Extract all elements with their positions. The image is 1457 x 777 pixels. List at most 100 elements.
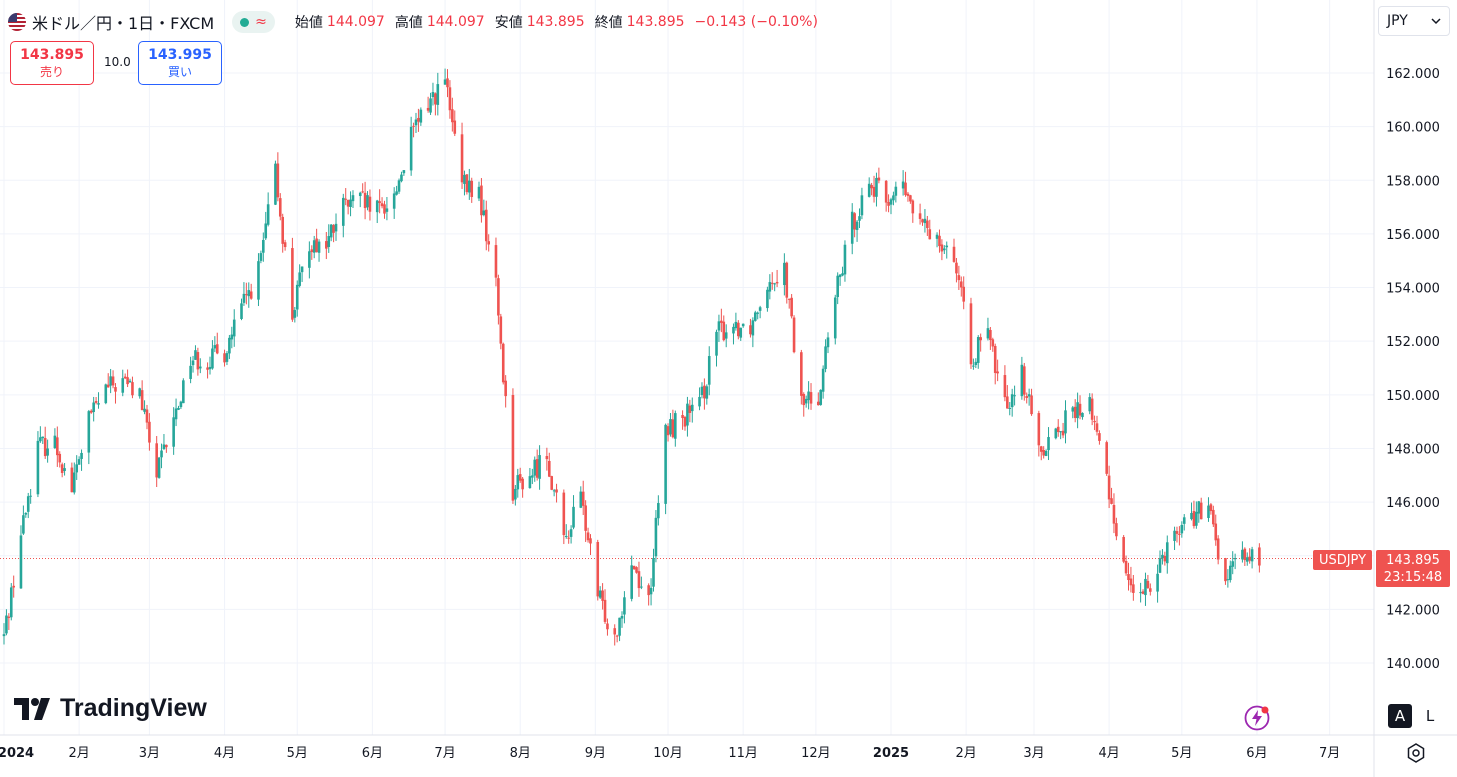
settings-icon[interactable] bbox=[1404, 741, 1428, 765]
candle-body bbox=[89, 410, 93, 413]
candle-body bbox=[833, 297, 837, 339]
candle-body bbox=[315, 238, 318, 253]
candle-body bbox=[1199, 502, 1203, 520]
candle-body bbox=[860, 195, 864, 216]
candle-body bbox=[392, 193, 396, 209]
candle-body bbox=[1129, 578, 1133, 586]
candle-body bbox=[569, 529, 573, 537]
candle-body bbox=[555, 489, 558, 493]
candle-body bbox=[70, 467, 74, 493]
close-label: 終値 bbox=[594, 15, 623, 31]
candle-body bbox=[921, 219, 924, 223]
candle-body bbox=[664, 424, 667, 504]
candle-body bbox=[92, 402, 95, 413]
candle-body bbox=[431, 92, 435, 97]
candle-body bbox=[1122, 536, 1125, 562]
candle-body bbox=[26, 496, 30, 512]
candle-body bbox=[1216, 538, 1220, 560]
candle-body bbox=[9, 587, 13, 618]
candle-body bbox=[344, 198, 348, 200]
candle-body bbox=[567, 537, 570, 539]
candle-body bbox=[160, 450, 163, 458]
tradingview-logo[interactable]: TradingView bbox=[14, 694, 207, 723]
candle-body bbox=[5, 615, 8, 634]
candle-body bbox=[606, 623, 609, 630]
candle-body bbox=[790, 297, 793, 317]
candle-body bbox=[826, 337, 830, 348]
candle-body bbox=[465, 174, 469, 193]
candle-body bbox=[637, 571, 641, 589]
candle-body bbox=[1020, 364, 1024, 397]
candle-body bbox=[698, 396, 701, 407]
candle-body bbox=[986, 328, 990, 339]
change-value: −0.143 (−0.10%) bbox=[694, 14, 818, 30]
y-tick-label: 156.000 bbox=[1386, 228, 1440, 243]
candle-body bbox=[535, 459, 539, 478]
candle-body bbox=[632, 565, 636, 570]
candle-body bbox=[649, 587, 653, 595]
symbol-title[interactable]: 米ドル／円・1日・FXCM bbox=[32, 14, 215, 33]
candle-body bbox=[106, 384, 110, 388]
candle-body bbox=[572, 506, 575, 528]
candle-body bbox=[36, 440, 40, 495]
auto-scale-button[interactable]: A bbox=[1388, 704, 1412, 728]
candle-body bbox=[131, 382, 134, 396]
ohlc-legend: 始値 144.097 高値 144.097 安値 143.895 終値 143.… bbox=[295, 12, 824, 32]
chevron-down-icon bbox=[1431, 18, 1441, 25]
candle-body bbox=[1212, 509, 1215, 525]
wave-icon: ≈ bbox=[255, 14, 267, 30]
candle-body bbox=[375, 200, 379, 213]
candle-body bbox=[1250, 549, 1254, 562]
sell-button[interactable]: 143.895 売り bbox=[10, 41, 94, 85]
x-tick-label: 11月 bbox=[728, 746, 758, 761]
logo-text: TradingView bbox=[60, 694, 207, 722]
sell-price: 143.895 bbox=[20, 46, 84, 63]
candle-body bbox=[993, 345, 997, 373]
x-tick-label: 12月 bbox=[801, 746, 831, 761]
log-scale-button[interactable]: L bbox=[1425, 707, 1435, 725]
candle-body bbox=[904, 182, 907, 196]
candle-body bbox=[72, 472, 76, 493]
candle-body bbox=[700, 386, 704, 396]
candle-body bbox=[957, 275, 961, 281]
candle-body bbox=[1161, 554, 1164, 559]
candle-body bbox=[451, 109, 454, 123]
currency-select[interactable]: JPY bbox=[1378, 6, 1450, 36]
candle-body bbox=[138, 388, 142, 397]
candle-body bbox=[1158, 558, 1162, 573]
candle-body bbox=[487, 241, 490, 245]
candle-body bbox=[1064, 410, 1067, 434]
candle-body bbox=[400, 174, 403, 182]
candle-body bbox=[332, 225, 335, 233]
chart-header: 米ドル／円・1日・FXCM ≈ 始値 144.097 高値 144.097 安値… bbox=[8, 9, 824, 35]
candle-body bbox=[722, 321, 726, 341]
market-status-pill[interactable]: ≈ bbox=[232, 11, 275, 33]
candle-body bbox=[654, 517, 658, 557]
buy-button[interactable]: 143.995 買い bbox=[138, 41, 222, 85]
lightning-icon[interactable] bbox=[1244, 705, 1270, 731]
candle-body bbox=[1112, 504, 1116, 524]
candle-body bbox=[1180, 524, 1184, 534]
candle-body bbox=[12, 585, 15, 588]
candle-body bbox=[514, 488, 517, 500]
x-tick-label: 3月 bbox=[1023, 746, 1044, 761]
candle-body bbox=[867, 183, 871, 197]
candle-body bbox=[470, 180, 474, 197]
candle-body bbox=[768, 282, 772, 292]
candle-body bbox=[327, 236, 331, 247]
buy-price: 143.995 bbox=[148, 46, 212, 63]
candle-body bbox=[550, 476, 554, 490]
candle-body bbox=[1013, 395, 1016, 397]
candle-body bbox=[734, 321, 738, 329]
candle-body bbox=[623, 597, 626, 615]
candle-body bbox=[157, 457, 161, 478]
sell-label: 売り bbox=[39, 64, 64, 79]
candle-body bbox=[56, 437, 59, 456]
candle-body bbox=[1003, 375, 1007, 398]
x-tick-label: 10月 bbox=[653, 746, 683, 761]
candle-body bbox=[872, 186, 876, 197]
x-tick-label: 7月 bbox=[1319, 746, 1340, 761]
open-label: 始値 bbox=[294, 15, 323, 31]
x-tick-label: 4月 bbox=[214, 746, 235, 761]
